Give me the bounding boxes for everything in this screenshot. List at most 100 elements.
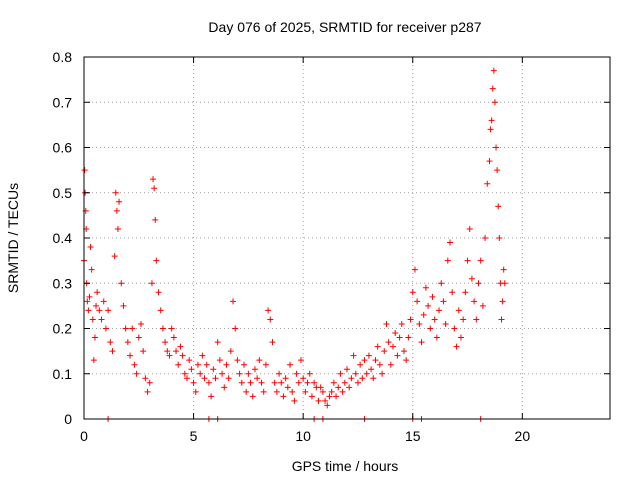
data-point: [361, 357, 368, 364]
data-point: [179, 352, 186, 359]
data-point: [346, 384, 353, 391]
data-point: [223, 361, 230, 368]
data-point: [400, 348, 407, 355]
data-point: [501, 280, 508, 287]
y-tick-label: 0: [64, 411, 72, 427]
data-point: [477, 257, 484, 264]
data-point: [317, 384, 324, 391]
data-point: [84, 298, 91, 305]
data-point: [409, 289, 416, 296]
x-tick-labels: 0 5 10 15 20: [80, 428, 530, 444]
data-point: [500, 266, 507, 273]
data-point: [300, 375, 307, 382]
data-point: [194, 361, 201, 368]
data-point: [350, 352, 357, 359]
y-tick-label: 0.2: [53, 321, 73, 337]
data-point: [258, 379, 265, 386]
data-point: [499, 298, 506, 305]
data-point: [427, 325, 434, 332]
data-point: [489, 85, 496, 92]
data-point: [422, 284, 429, 291]
data-point: [282, 375, 289, 382]
data-point: [168, 325, 175, 332]
data-point: [354, 379, 361, 386]
data-point: [208, 393, 215, 400]
data-point: [203, 361, 210, 368]
data-point: [429, 293, 436, 300]
data-point: [414, 298, 421, 305]
data-point: [405, 334, 412, 341]
data-point: [181, 370, 188, 377]
data-point: [466, 225, 473, 232]
data-point: [157, 307, 164, 314]
data-point: [93, 302, 100, 309]
data-point: [273, 388, 280, 395]
data-point: [326, 393, 333, 400]
data-point: [493, 144, 500, 151]
data-point: [280, 393, 287, 400]
data-point: [496, 235, 503, 241]
data-point: [302, 388, 309, 395]
data-point: [124, 339, 131, 346]
data-point: [411, 266, 418, 273]
data-point: [368, 366, 375, 373]
data-point: [87, 244, 94, 251]
data-point: [212, 375, 219, 382]
data-point: [100, 298, 107, 305]
data-point: [91, 334, 98, 341]
data-point: [265, 307, 272, 314]
data-point: [420, 311, 427, 318]
data-point: [221, 384, 228, 391]
data-point: [387, 361, 394, 368]
data-point: [155, 289, 162, 296]
data-point: [107, 339, 114, 346]
y-tick-label: 0.3: [53, 275, 73, 291]
data-point: [216, 357, 223, 364]
data-point: [297, 357, 304, 364]
y-tick-label: 0.8: [53, 49, 73, 65]
data-point: [201, 375, 208, 382]
data-point: [177, 343, 184, 350]
data-point: [170, 334, 177, 341]
data-point: [451, 325, 458, 332]
y-tick-label: 0.1: [53, 366, 73, 382]
data-point: [475, 280, 482, 287]
data-point: [192, 388, 199, 395]
data-point: [197, 370, 204, 377]
data-point: [260, 388, 267, 395]
data-point: [304, 379, 311, 386]
data-point: [498, 316, 505, 323]
data-point: [184, 375, 191, 382]
data-point: [254, 375, 261, 382]
data-point: [291, 397, 298, 404]
data-point: [148, 280, 155, 287]
data-point: [490, 67, 497, 74]
data-point: [471, 298, 478, 305]
data-point: [133, 370, 140, 377]
data-point: [486, 158, 493, 165]
data-point: [440, 298, 447, 305]
data-point: [90, 357, 97, 364]
data-point: [381, 348, 388, 355]
data-point: [188, 366, 195, 373]
data-point: [98, 316, 105, 323]
data-point: [462, 289, 469, 296]
data-point: [88, 266, 95, 273]
data-point: [199, 352, 206, 359]
data-point: [287, 361, 294, 368]
data-point: [308, 393, 315, 400]
data-point: [81, 167, 88, 174]
x-axis-label: GPS time / hours: [292, 458, 399, 474]
y-axis-label: SRMTID / TECUs: [5, 183, 21, 293]
data-point: [473, 316, 480, 323]
data-point: [457, 334, 464, 341]
data-point: [245, 370, 252, 377]
data-point: [86, 293, 93, 300]
data-point: [330, 379, 337, 386]
data-point: [425, 302, 432, 309]
data-point: [135, 334, 142, 341]
data-point: [114, 225, 121, 232]
y-tick-labels: 0 0.1 0.2 0.3 0.4 0.5 0.6 0.7 0.8: [53, 49, 73, 427]
data-point: [438, 280, 445, 287]
data-point: [116, 198, 123, 205]
